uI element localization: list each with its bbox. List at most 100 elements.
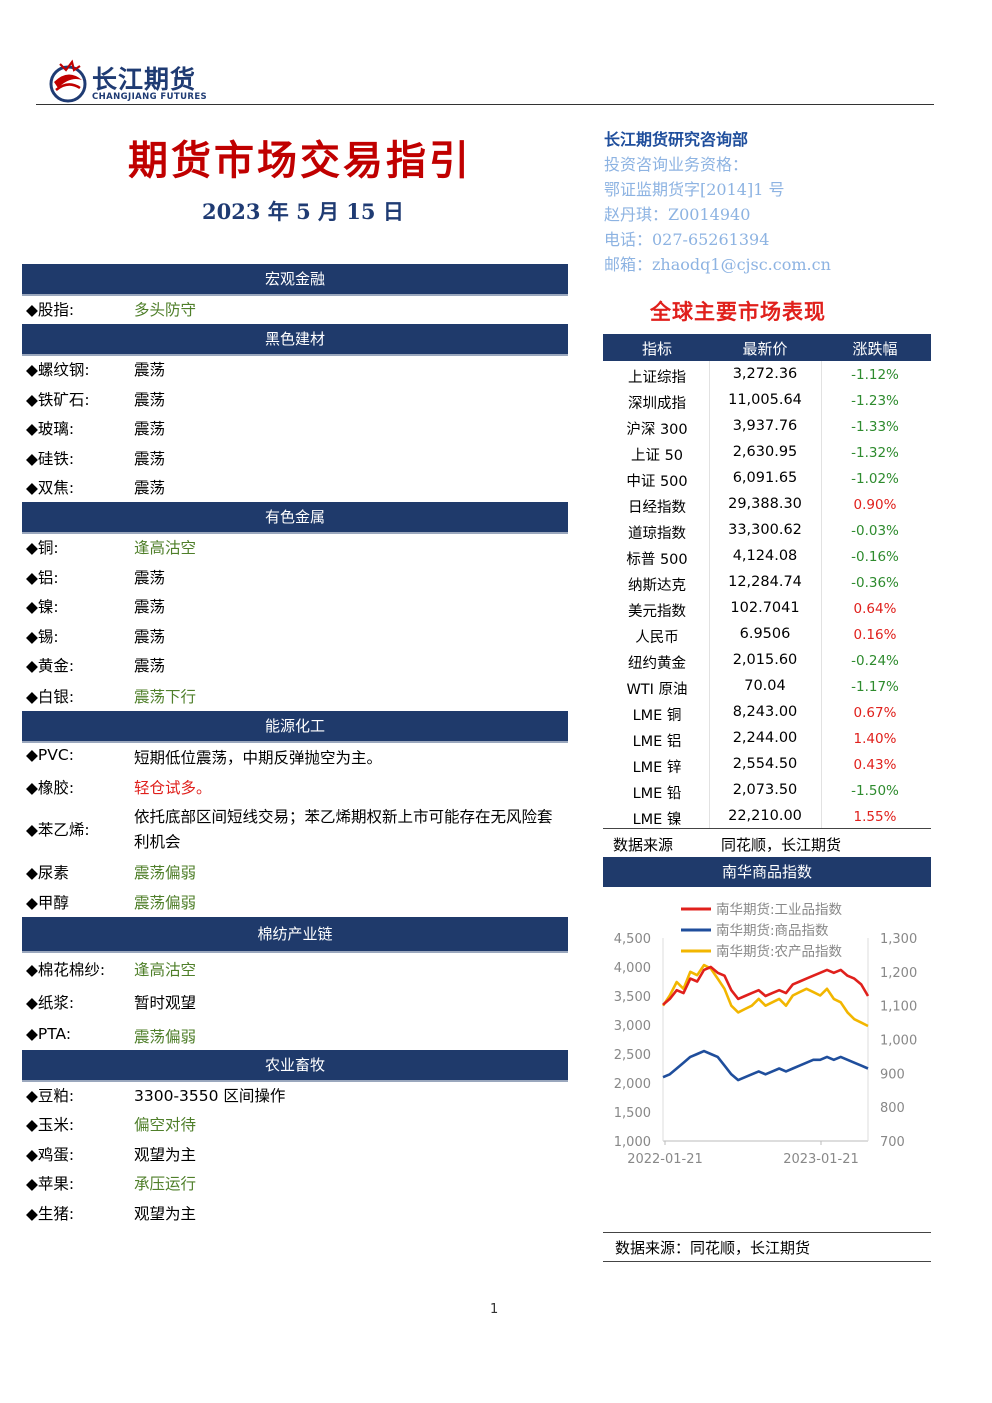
contact-email[interactable]: 邮箱：zhaodq1@cjsc.com.cn — [604, 255, 831, 274]
item-label: ◆铝: — [26, 569, 59, 587]
market-table-row: LME 铝 2,244.00 1.40% — [603, 726, 931, 752]
market-table-row: LME 锌 2,554.50 0.43% — [603, 752, 931, 778]
cell-indicator: WTI 原油 — [626, 682, 688, 698]
cell-price: 3,937.76 — [732, 418, 798, 434]
cell-change: -1.23% — [851, 393, 899, 409]
item-label: ◆镍: — [26, 598, 59, 616]
item-value: 震荡 — [134, 598, 166, 616]
column-header-change: 涨跌幅 — [852, 340, 898, 358]
item-label: ◆铁矿石: — [26, 391, 90, 409]
y-left-tick-label: 3,000 — [614, 1019, 651, 1034]
x-tick-label: 2022-01-21 — [627, 1152, 703, 1167]
cell-price: 3,272.36 — [732, 366, 798, 382]
cell-price: 6.9506 — [739, 626, 791, 642]
contact-license: 鄂证监期货字[2014]1 号 — [604, 180, 785, 199]
item-value: 承压运行 — [134, 1175, 197, 1193]
cell-change: -1.32% — [851, 445, 899, 461]
cell-price: 29,388.30 — [728, 496, 802, 512]
cell-change: 1.40% — [853, 731, 897, 747]
y-right-tick-label: 700 — [880, 1135, 905, 1150]
y-left-tick-label: 1,500 — [614, 1106, 651, 1121]
logo-text-en: CHANGJIANG FUTURES — [92, 92, 208, 102]
page-title: 期货市场交易指引 — [128, 138, 472, 184]
cell-indicator: LME 锌 — [632, 760, 682, 776]
item-value: 震荡 — [134, 628, 166, 646]
item-value: 观望为主 — [134, 1205, 197, 1223]
cell-price: 12,284.74 — [728, 574, 802, 590]
item-label: ◆棉花棉纱: — [26, 961, 106, 979]
market-table-header: 指标 最新价 涨跌幅 — [603, 334, 931, 361]
cell-price: 2,015.60 — [732, 652, 798, 668]
column-header-indicator: 指标 — [641, 340, 672, 358]
market-table-row: 上证 50 2,630.95 -1.32% — [603, 440, 931, 466]
nanhua-index-header: 南华商品指数 — [603, 857, 931, 887]
legend-label: 南华期货:商品指数 — [716, 922, 829, 939]
cell-indicator: 中证 500 — [626, 474, 688, 490]
y-left-tick-label: 1,000 — [614, 1135, 651, 1150]
cell-change: -0.24% — [851, 653, 899, 669]
section-header-cotton: 棉纺产业链 — [22, 917, 568, 951]
item-label: ◆玉米: — [26, 1116, 75, 1134]
legend-label: 南华期货:农产品指数 — [716, 943, 843, 960]
item-label: ◆锡: — [26, 628, 59, 646]
cell-change: 0.64% — [853, 601, 897, 617]
item-label: ◆豆粕: — [26, 1087, 75, 1105]
cell-price: 4,124.08 — [732, 548, 798, 564]
item-value: 观望为主 — [134, 1146, 197, 1164]
y-left-tick-label: 4,000 — [614, 961, 651, 976]
section-header-macro: 宏观金融 — [22, 264, 568, 294]
item-value: 震荡偏弱 — [134, 894, 197, 912]
cell-change: -0.36% — [851, 575, 899, 591]
cell-change: -0.03% — [851, 523, 899, 539]
item-value: 逢高沽空 — [134, 961, 197, 979]
contact-phone: 电话：027-65261394 — [604, 230, 770, 249]
market-table-row: 上证综指 3,272.36 -1.12% — [603, 362, 931, 388]
cell-price: 33,300.62 — [728, 522, 802, 538]
item-label: ◆甲醇 — [26, 894, 69, 912]
cell-price: 2,244.00 — [732, 730, 798, 746]
market-table-row: WTI 原油 70.04 -1.17% — [603, 674, 931, 700]
cell-price: 2,630.95 — [732, 444, 798, 460]
cell-change: -1.33% — [851, 419, 899, 435]
chart-source-row: 数据来源：同花顺，长江期货 — [603, 1232, 931, 1262]
item-label: ◆纸浆: — [26, 994, 75, 1012]
cell-indicator: 沪深 300 — [626, 422, 688, 438]
item-value: 震荡 — [134, 569, 166, 587]
item-value: 震荡偏弱 — [134, 1028, 197, 1046]
series-line-2 — [661, 963, 869, 1028]
report-date: 2023 年 5 月 15 日 — [202, 199, 404, 224]
cell-change: 0.43% — [853, 757, 897, 773]
cell-indicator: 纳斯达克 — [628, 578, 686, 594]
item-value: 震荡 — [134, 479, 166, 497]
y-right-tick-label: 1,300 — [880, 932, 917, 947]
item-value: 逢高沽空 — [134, 539, 197, 557]
item-value: 3300-3550 区间操作 — [134, 1087, 286, 1105]
cell-change: 0.16% — [853, 627, 897, 643]
cell-indicator: 美元指数 — [628, 604, 686, 620]
cell-indicator: 上证综指 — [628, 370, 686, 386]
cell-indicator: 人民币 — [635, 630, 679, 646]
cell-change: -0.16% — [851, 549, 899, 565]
series-line-0 — [662, 965, 870, 1006]
section-header-energy: 能源化工 — [22, 711, 568, 741]
y-left-tick-label: 2,500 — [614, 1048, 651, 1063]
market-table-row: 道琼指数 33,300.62 -0.03% — [603, 518, 931, 544]
market-table-row: 纳斯达克 12,284.74 -0.36% — [603, 570, 931, 596]
cell-price: 70.04 — [744, 678, 786, 694]
item-label: ◆螺纹钢: — [26, 361, 90, 379]
cell-change: 1.55% — [853, 809, 897, 825]
cell-indicator: LME 铜 — [632, 708, 682, 724]
item-label: ◆玻璃: — [26, 420, 75, 438]
item-value: 震荡 — [134, 391, 166, 409]
chart-source-text: 数据来源：同花顺，长江期货 — [615, 1239, 811, 1257]
section-header-nonferrous: 有色金属 — [22, 502, 568, 532]
item-value: 震荡偏弱 — [134, 864, 197, 882]
item-value: 震荡下行 — [134, 688, 197, 706]
cell-price: 22,210.00 — [728, 808, 802, 824]
market-table-row: 沪深 300 3,937.76 -1.33% — [603, 414, 931, 440]
cell-price: 8,243.00 — [732, 704, 798, 720]
item-label: ◆苯乙烯: — [26, 821, 90, 839]
item-label: ◆硅铁: — [26, 450, 75, 468]
company-logo: 长江期货 CHANGJIANG FUTURES — [48, 58, 248, 106]
item-label: ◆橡胶: — [26, 779, 75, 797]
